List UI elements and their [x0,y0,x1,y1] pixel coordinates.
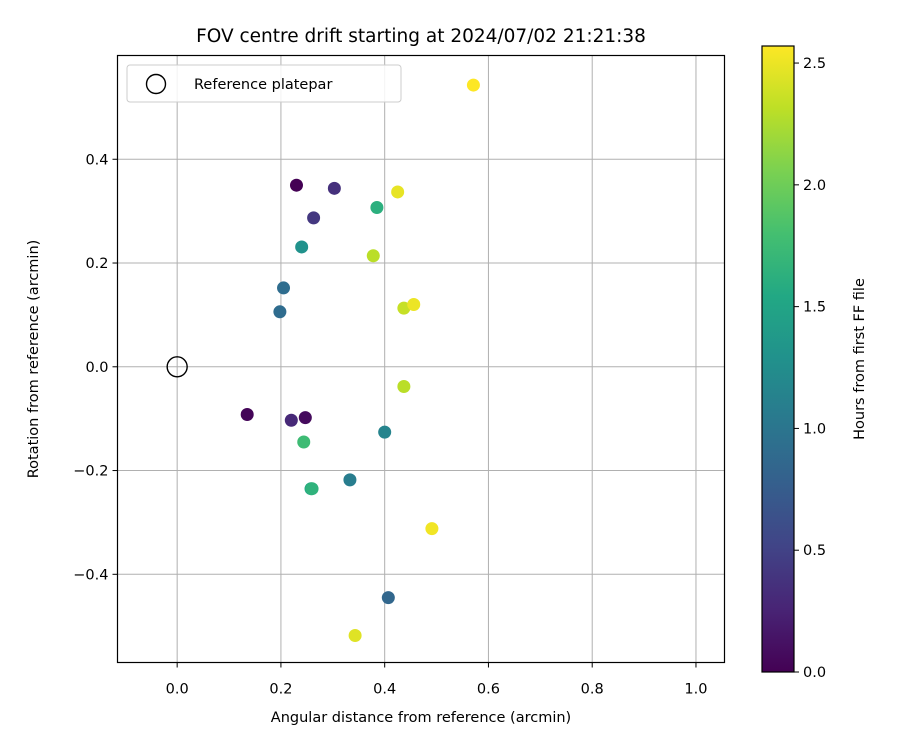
legend-reference-marker [145,73,167,95]
x-tick-label: 0.4 [373,682,396,698]
colorbar: 0.0 0.5 1.0 1.5 2.0 2.5 Hours from first FF f… [761,45,868,681]
scatter-points [166,78,480,643]
data-point [381,591,395,605]
data-point [295,240,309,254]
data-point [378,425,392,439]
data-point [343,473,357,487]
x-axis-label: Angular distance from reference (arcmin) [271,710,571,726]
x-tick-label: 1.0 [684,682,707,698]
data-point [466,78,480,92]
colorbar-label: Hours from first FF file [852,278,868,440]
data-point [284,413,298,427]
colorbar-tick-label: 2.0 [803,178,826,194]
colorbar-frame [761,45,795,673]
y-axis-label: Rotation from reference (arcmin) [26,240,42,479]
data-point [307,211,321,225]
colorbar-tick-label: 1.5 [803,300,826,316]
x-tick-label: 0.0 [166,682,189,698]
x-tick-label: 0.8 [581,682,604,698]
colorbar-gradient [762,46,794,672]
y-tick-label: −0.2 [73,464,108,480]
data-point [297,435,311,449]
colorbar-tick-label: 1.0 [803,421,826,437]
legend-label: Reference platepar [194,77,332,93]
data-point [289,178,303,192]
data-point [397,379,411,393]
data-point [240,408,254,422]
y-tick-label: 0.0 [85,360,108,376]
legend-box [126,64,402,103]
data-point [327,181,341,195]
x-tick-label: 0.6 [477,682,500,698]
data-point [425,522,439,536]
plot-area-frame [116,54,726,664]
grid [117,55,725,663]
colorbar-tick-label: 0.5 [803,543,826,559]
data-point [366,249,380,263]
chart-title: FOV centre drift starting at 2024/07/02 … [196,26,646,47]
y-axis-ticks: −0.4 −0.2 0.0 0.2 0.4 [73,152,118,583]
colorbar-tick-label: 2.5 [803,56,826,72]
colorbar-tick-label: 0.0 [803,665,826,681]
colorbar-ticks: 0.0 0.5 1.0 1.5 2.0 2.5 [794,56,826,681]
data-point [397,301,411,315]
legend: Reference platepar [126,64,402,103]
x-tick-label: 0.2 [269,682,292,698]
data-point [407,298,421,312]
y-tick-label: 0.2 [85,256,108,272]
data-point [277,281,291,295]
data-point [391,185,405,199]
data-point [348,629,362,643]
data-point [305,482,319,496]
data-point [273,305,287,319]
y-tick-label: −0.4 [73,567,108,583]
y-tick-label: 0.4 [85,152,108,168]
data-point [298,411,312,425]
data-point [370,201,384,215]
x-axis-ticks: 0.0 0.2 0.4 0.6 0.8 1.0 [166,662,707,698]
reference-platepar-marker [166,356,188,378]
